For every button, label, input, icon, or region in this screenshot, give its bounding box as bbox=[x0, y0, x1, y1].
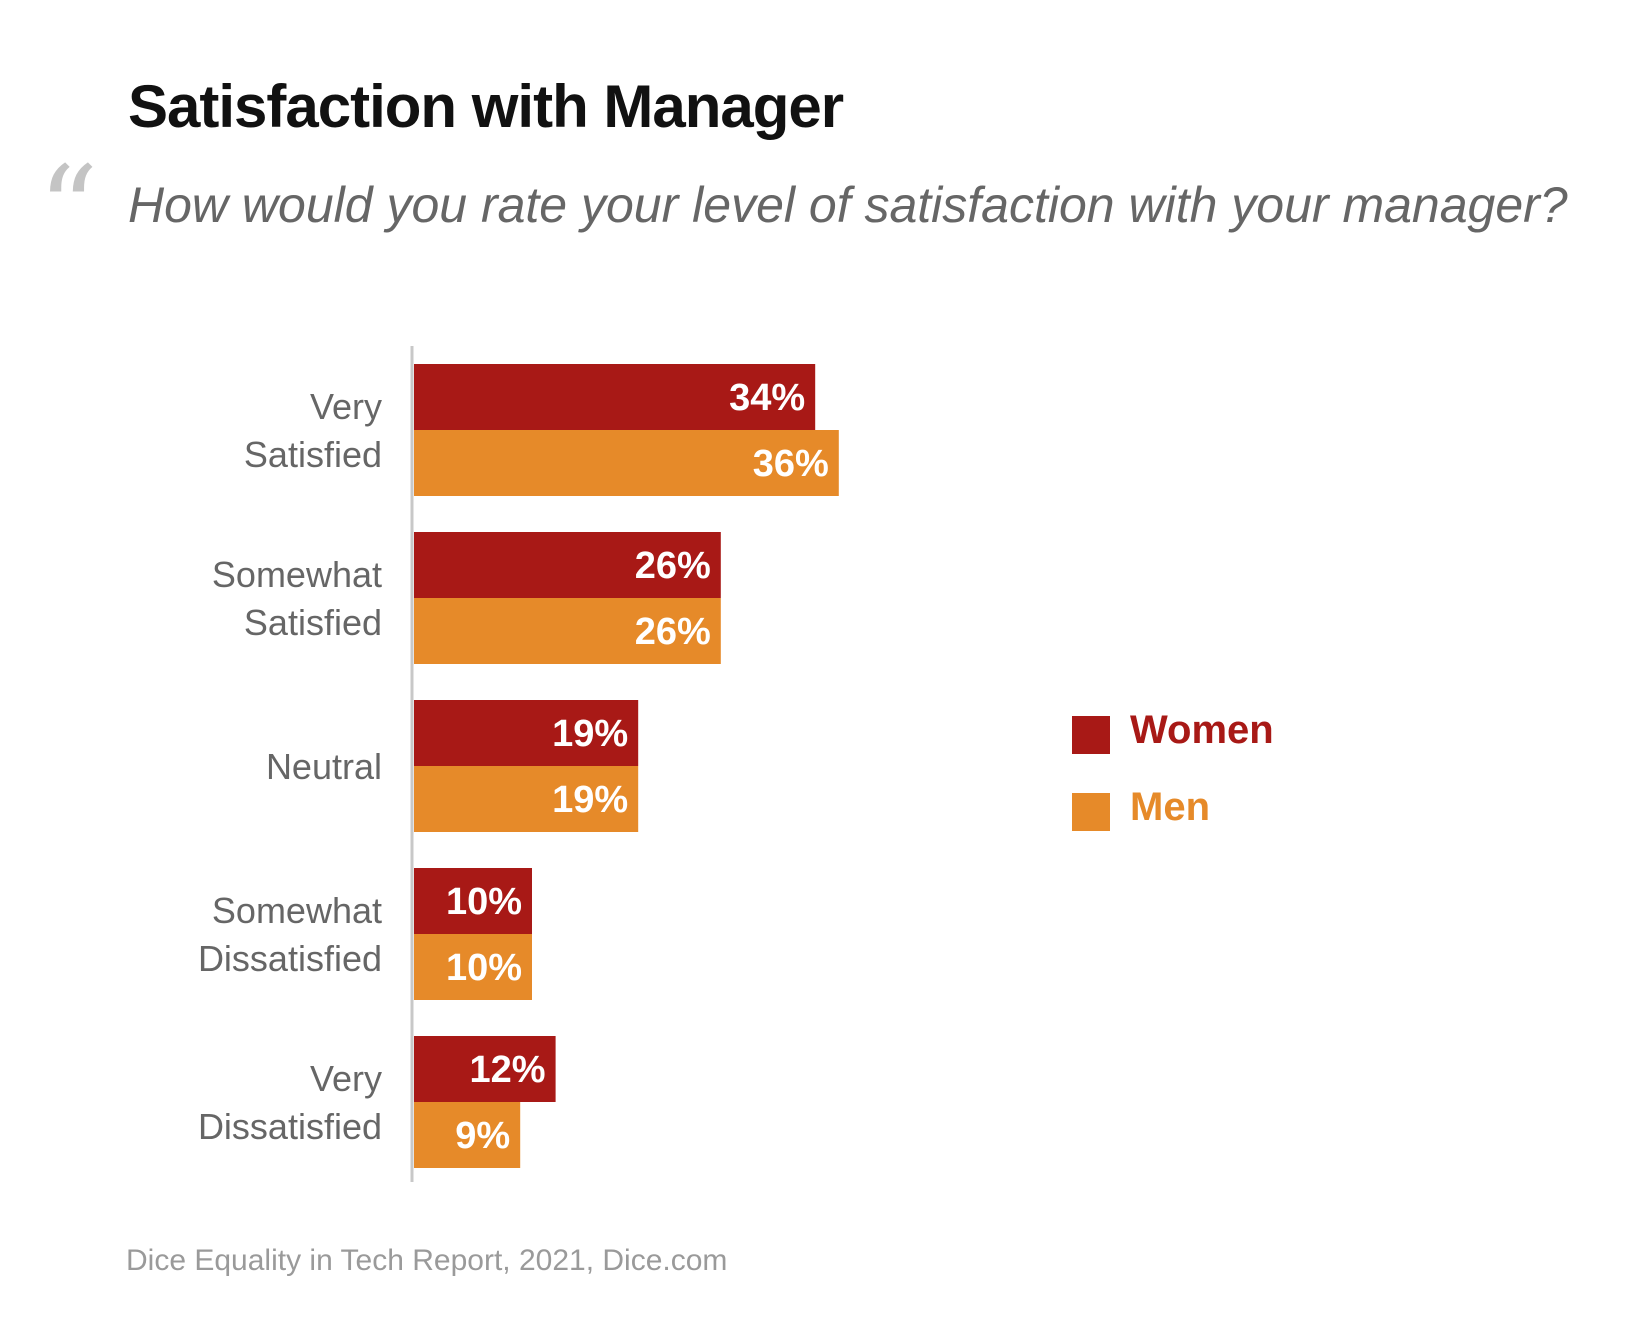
data-label-men: 36% bbox=[753, 443, 829, 485]
bar-women bbox=[414, 364, 816, 430]
bar-women bbox=[414, 700, 639, 766]
source-note: Dice Equality in Tech Report, 2021, Dice… bbox=[126, 1244, 728, 1277]
category-label: Dissatisfied bbox=[198, 938, 382, 979]
category-label: Somewhat bbox=[212, 554, 382, 595]
survey-question: How would you rate your level of satisfa… bbox=[128, 177, 1568, 233]
quote-mark-icon: “ bbox=[38, 140, 99, 278]
bar-women bbox=[414, 1036, 556, 1102]
category-label: Very bbox=[310, 386, 382, 427]
bar-men bbox=[414, 766, 639, 832]
legend-label-women: Women bbox=[1130, 708, 1274, 752]
data-label-men: 10% bbox=[446, 947, 522, 989]
data-label-women: 19% bbox=[552, 713, 628, 755]
data-label-men: 19% bbox=[552, 779, 628, 821]
category-label: Neutral bbox=[266, 746, 382, 787]
bar-women bbox=[414, 532, 721, 598]
category-label: Satisfied bbox=[244, 434, 382, 475]
bar-men bbox=[414, 598, 721, 664]
legend-label-men: Men bbox=[1130, 785, 1210, 829]
bar-men bbox=[414, 1102, 521, 1168]
legend-swatch-women bbox=[1072, 716, 1110, 754]
bar-men bbox=[414, 934, 532, 1000]
bar-men bbox=[414, 430, 839, 496]
data-label-men: 26% bbox=[635, 611, 711, 653]
data-label-women: 26% bbox=[635, 545, 711, 587]
legend-swatch-men bbox=[1072, 793, 1110, 831]
chart-title: Satisfaction with Manager bbox=[128, 73, 844, 140]
category-label: Very bbox=[310, 1058, 382, 1099]
data-label-women: 12% bbox=[470, 1049, 546, 1091]
bar-women bbox=[414, 868, 532, 934]
category-label: Dissatisfied bbox=[198, 1106, 382, 1147]
category-label: Somewhat bbox=[212, 890, 382, 931]
category-label: Satisfied bbox=[244, 602, 382, 643]
data-label-women: 10% bbox=[446, 881, 522, 923]
data-label-men: 9% bbox=[455, 1115, 510, 1157]
data-label-women: 34% bbox=[729, 377, 805, 419]
